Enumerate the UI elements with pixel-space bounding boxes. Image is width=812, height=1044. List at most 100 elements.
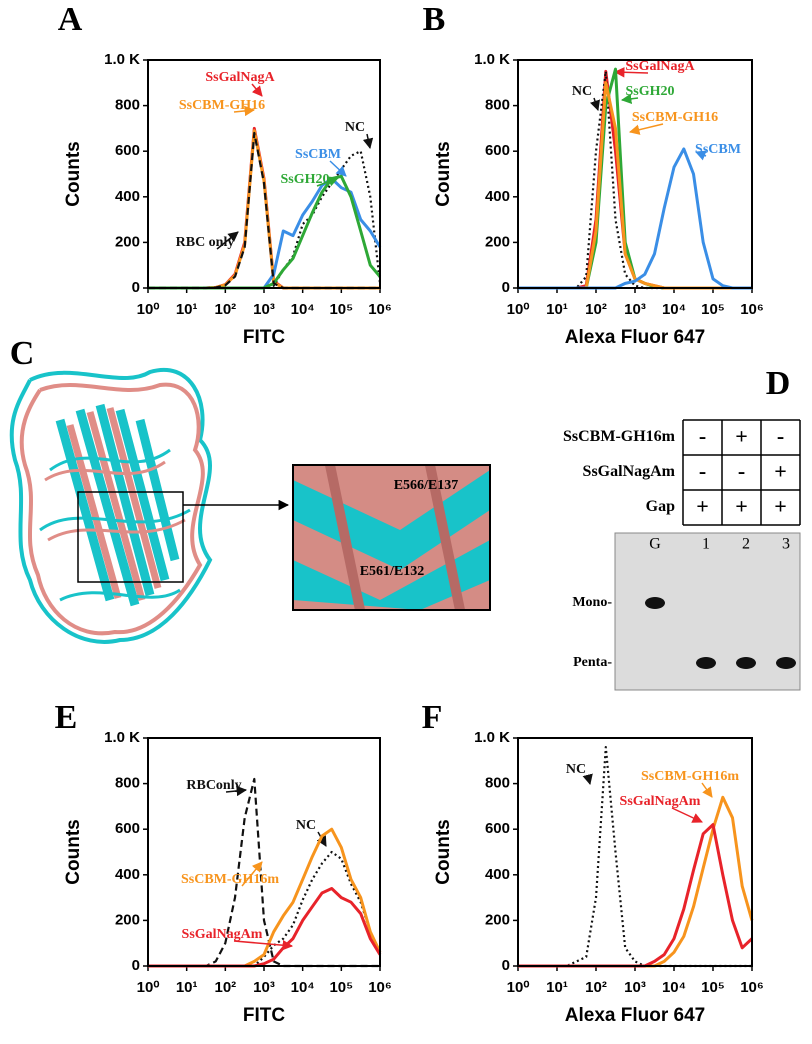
series-line — [148, 131, 380, 290]
x-tick-label: 10⁴ — [291, 979, 315, 996]
y-tick-label: 400 — [115, 866, 140, 883]
lane-label: 2 — [742, 536, 750, 553]
table-cell: - — [699, 424, 706, 449]
series-line — [148, 129, 380, 290]
y-tick-label: 600 — [115, 820, 140, 837]
table-cell: + — [696, 494, 709, 519]
y-tick-label: 800 — [485, 775, 510, 792]
protein-structure — [9, 368, 290, 644]
label-arrow — [362, 133, 374, 150]
y-tick-label: 1.0 K — [104, 729, 140, 746]
label-arrow — [241, 861, 263, 887]
series-line — [518, 67, 752, 290]
y-tick-label: 200 — [485, 911, 510, 928]
band-label: Mono- — [572, 595, 612, 610]
y-tick-label: 200 — [485, 233, 510, 250]
table-cell: - — [738, 459, 745, 484]
y-tick-label: 0 — [132, 279, 140, 296]
table-cell: - — [777, 424, 784, 449]
label-arrow — [233, 939, 294, 951]
series-label: SsGH20 — [280, 172, 329, 187]
x-tick-label: 10³ — [624, 979, 646, 996]
x-tick-label: 10⁴ — [662, 301, 686, 318]
table-cell: - — [699, 459, 706, 484]
y-tick-label: 600 — [485, 820, 510, 837]
label-arrow — [671, 807, 703, 823]
label-arrow — [225, 785, 248, 797]
y-tick-label: 1.0 K — [474, 729, 510, 746]
series-label: SsGalNagAm — [182, 927, 263, 942]
gel-panel — [614, 532, 801, 691]
series-line — [148, 126, 380, 290]
series-label: NC — [345, 120, 365, 135]
y-tick-label: 0 — [502, 279, 510, 296]
series-label: RBConly — [186, 778, 241, 793]
y-tick-label: 1.0 K — [474, 51, 510, 68]
y-tick-label: 400 — [485, 188, 510, 205]
x-tick-label: 10⁵ — [701, 301, 725, 318]
label-arrow — [628, 123, 664, 135]
panel-label: D — [766, 365, 791, 402]
y-tick-label: 800 — [115, 97, 140, 114]
series-line — [518, 70, 752, 290]
x-tick-label: 10⁵ — [329, 301, 353, 318]
series-label: SsCBM-GH16m — [181, 872, 279, 887]
panel-label: C — [10, 335, 35, 372]
series-label: SsCBM-GH16m — [641, 769, 739, 784]
panel-label: A — [58, 1, 83, 38]
x-tick-label: 10⁰ — [507, 979, 530, 996]
table-cell: + — [735, 494, 748, 519]
series-label: SsCBM-GH16 — [632, 110, 718, 125]
plot-frame — [517, 59, 753, 289]
plot-frame — [147, 737, 381, 967]
table-cell: + — [735, 424, 748, 449]
x-tick-label: 10² — [214, 979, 236, 996]
series-line — [518, 795, 754, 968]
y-tick-label: 200 — [115, 911, 140, 928]
series-label: SsGalNagA — [205, 70, 275, 85]
y-tick-label: 600 — [115, 142, 140, 159]
x-tick-label: 10¹ — [176, 979, 198, 996]
lane-label: 1 — [702, 536, 710, 553]
series-label: SsGalNagA — [625, 59, 695, 74]
label-arrow — [613, 67, 649, 78]
residue-label: E561/E132 — [360, 564, 425, 579]
y-tick-label: 600 — [485, 142, 510, 159]
x-tick-label: 10⁶ — [368, 979, 392, 996]
x-tick-label: 10⁶ — [740, 301, 764, 318]
x-tick-label: 10² — [585, 979, 607, 996]
series-label: SsGalNagAm — [620, 794, 701, 809]
x-tick-label: 10⁴ — [662, 979, 686, 996]
series-label: NC — [296, 818, 316, 833]
row-label: SsCBM-GH16m — [563, 428, 676, 445]
label-arrow — [695, 150, 707, 161]
lane-label: G — [649, 536, 661, 553]
x-axis-title: Alexa Fluor 647 — [565, 1005, 705, 1026]
panel-label: B — [423, 1, 446, 38]
x-tick-label: 10⁶ — [740, 979, 764, 996]
series-line — [518, 147, 752, 290]
y-tick-label: 400 — [485, 866, 510, 883]
panel-label: F — [422, 699, 443, 736]
x-tick-label: 10⁰ — [137, 301, 160, 318]
x-tick-label: 10⁰ — [137, 979, 160, 996]
y-tick-label: 1.0 K — [104, 51, 140, 68]
x-axis-title: Alexa Fluor 647 — [565, 327, 705, 348]
y-tick-label: 0 — [132, 957, 140, 974]
row-label: Gap — [646, 498, 675, 515]
series-label: NC — [566, 762, 586, 777]
y-tick-label: 200 — [115, 233, 140, 250]
table-cell: + — [774, 459, 787, 484]
plot-frame — [147, 59, 381, 289]
label-arrow — [582, 773, 593, 786]
label-arrow — [590, 97, 600, 111]
x-axis-title: FITC — [243, 1005, 285, 1026]
row-label: SsGalNagAm — [583, 463, 676, 480]
label-arrow — [620, 93, 639, 105]
y-tick-label: 800 — [115, 775, 140, 792]
y-axis-title: Counts — [433, 141, 454, 206]
series-line — [518, 823, 754, 968]
x-tick-label: 10⁵ — [701, 979, 725, 996]
x-tick-label: 10² — [585, 301, 607, 318]
